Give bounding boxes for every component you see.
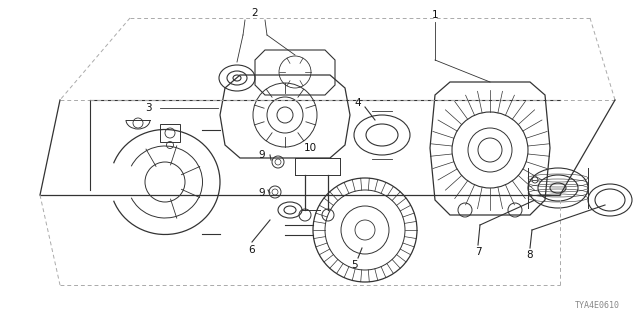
Text: 7: 7 — [475, 247, 481, 257]
Text: 3: 3 — [145, 103, 151, 113]
Text: 4: 4 — [355, 98, 362, 108]
Text: 2: 2 — [252, 8, 259, 18]
Text: 9: 9 — [259, 188, 266, 198]
Text: 9: 9 — [259, 150, 266, 160]
Bar — [160, 124, 180, 142]
Text: 1: 1 — [432, 10, 438, 20]
Text: 10: 10 — [303, 143, 317, 153]
Text: 5: 5 — [352, 260, 358, 270]
Text: 6: 6 — [249, 245, 255, 255]
Text: TYA4E0610: TYA4E0610 — [575, 301, 620, 310]
Text: 8: 8 — [527, 250, 533, 260]
